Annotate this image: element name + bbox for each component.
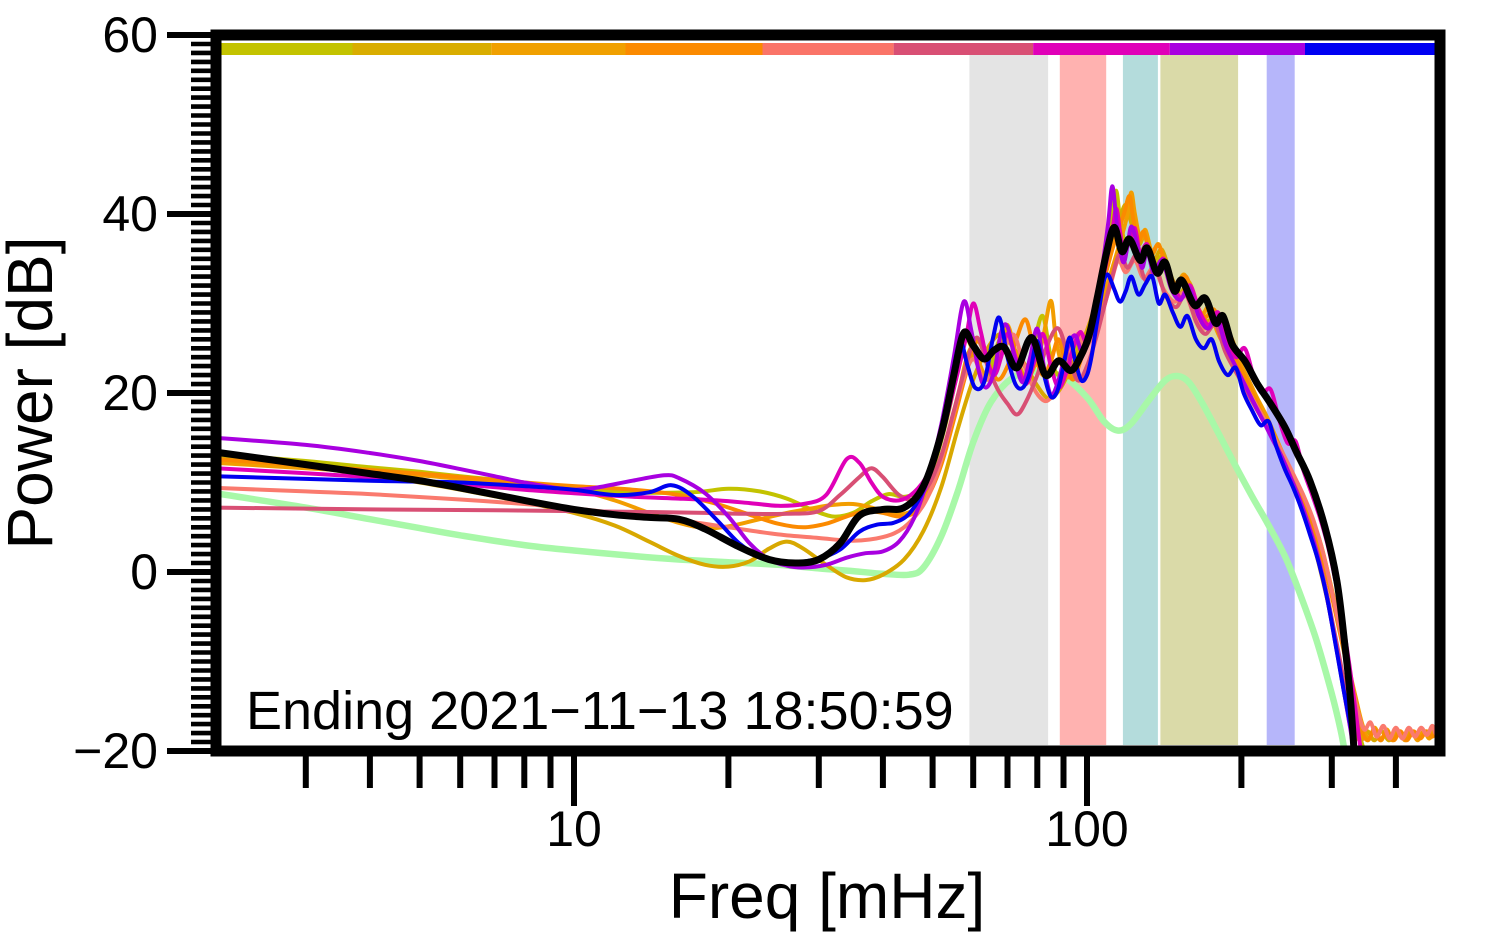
y-tick-label: 20 <box>102 365 158 421</box>
band-gray <box>969 55 1049 745</box>
colorbar-segment-9 <box>1305 43 1440 55</box>
colorbar-segment-3 <box>491 43 626 55</box>
spectra-curves <box>216 184 1435 746</box>
time-colorbar <box>216 43 1440 55</box>
colorbar-segment-4 <box>625 43 763 55</box>
colorbar-segment-6 <box>893 43 1033 55</box>
x-tick-label: 100 <box>1045 801 1128 857</box>
colorbar-segment-5 <box>762 43 894 55</box>
y-tick-label: 60 <box>102 7 158 63</box>
y-axis-title: Power [dB] <box>0 236 66 549</box>
colorbar-segment-8 <box>1169 43 1305 55</box>
series-path-spectrum-5-salmon <box>216 258 1435 741</box>
tick-labels: 60 40 20 0 −20 10 100 <box>73 7 1129 857</box>
band-pink <box>1059 55 1107 745</box>
colorbar-segment-1 <box>216 43 353 55</box>
series-path-mean-spectrum <box>216 223 1358 746</box>
y-tick-label: 40 <box>102 186 158 242</box>
ending-annotation: Ending 2021−11−13 18:50:59 <box>246 681 954 741</box>
colorbar-segment-2 <box>352 43 492 55</box>
x-tick-label: 10 <box>546 801 602 857</box>
axis-ticks <box>167 32 1399 806</box>
x-axis-title: Freq [mHz] <box>669 860 985 932</box>
plot-frame <box>210 29 1446 757</box>
y-tick-label: 0 <box>130 544 158 600</box>
series-path-spectrum-3-orange <box>216 190 1435 743</box>
y-tick-label: −20 <box>73 723 158 779</box>
colorbar-segment-7 <box>1033 43 1170 55</box>
